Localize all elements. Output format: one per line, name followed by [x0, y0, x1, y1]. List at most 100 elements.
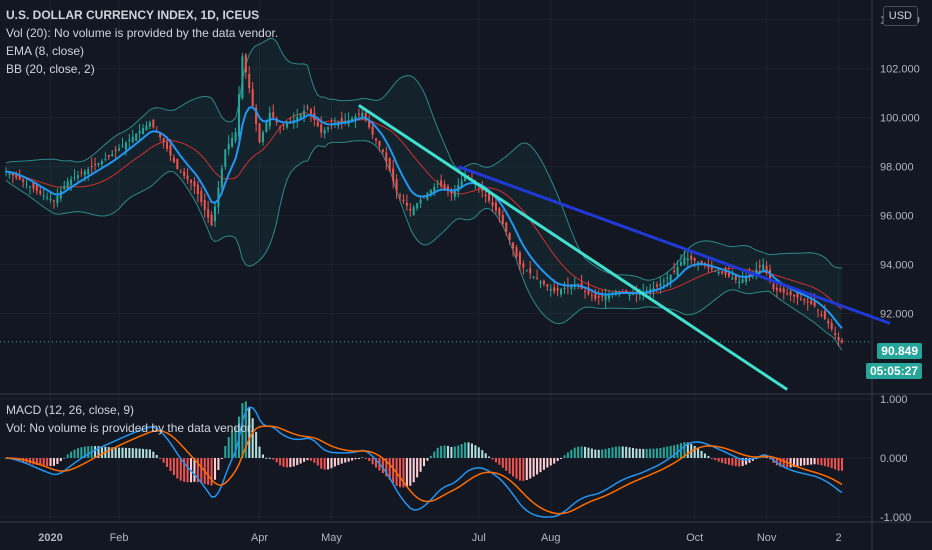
candle-body	[775, 287, 778, 291]
macd-histogram-bar	[484, 453, 487, 458]
macd-histogram-bar	[721, 458, 724, 463]
candle-body	[460, 180, 463, 188]
macd-histogram-bar	[765, 456, 768, 458]
macd-histogram-bar	[755, 458, 758, 459]
candle-body	[625, 290, 628, 293]
candle-body	[207, 209, 210, 218]
candle-body	[662, 280, 665, 282]
candle-body	[15, 174, 18, 178]
macd-histogram-bar	[330, 458, 333, 469]
candle-body	[292, 120, 295, 122]
candle-body	[186, 175, 189, 180]
macd-histogram-bar	[707, 455, 710, 458]
macd-histogram-bar	[590, 448, 593, 458]
candle-body	[755, 269, 758, 274]
candle-body	[285, 123, 288, 128]
candle-body	[118, 148, 121, 151]
candle-body	[779, 288, 782, 292]
candle-body	[707, 266, 710, 268]
currency-button[interactable]: USD	[882, 6, 918, 26]
candle-body	[799, 298, 802, 300]
macd-histogram-bar	[731, 458, 734, 466]
macd-histogram-bar	[124, 447, 127, 458]
candle-body	[827, 320, 830, 324]
macd-histogram-bar	[436, 447, 439, 458]
macd-histogram-bar	[292, 458, 295, 467]
macd-histogram-bar	[621, 446, 624, 458]
macd-histogram-bar	[645, 448, 648, 458]
macd-histogram-bar	[39, 458, 42, 466]
macd-histogram-bar	[381, 458, 384, 474]
candle-body	[131, 136, 134, 142]
macd-histogram-bar	[631, 447, 635, 458]
candle-body	[97, 162, 100, 165]
macd-histogram-bar	[481, 450, 484, 458]
macd-histogram-bar	[244, 401, 247, 458]
macd-histogram-bar	[409, 458, 412, 486]
macd-histogram-bar	[135, 448, 138, 458]
y-tick-label: 100.000	[880, 113, 920, 125]
macd-histogram-bar	[727, 458, 730, 465]
macd-histogram-bar	[186, 458, 189, 483]
signal-line	[5, 425, 843, 515]
macd-histogram-bar	[700, 450, 703, 458]
macd-histogram-bar	[601, 449, 604, 458]
candle-body	[66, 181, 69, 189]
candle-body	[512, 242, 515, 249]
candle-body	[714, 270, 717, 272]
macd-histogram-bar	[584, 446, 587, 458]
candle-body	[381, 149, 384, 152]
candle-body	[563, 287, 566, 290]
candle-body	[412, 207, 415, 215]
macd-histogram-bar	[769, 458, 772, 460]
candle-body	[505, 222, 508, 232]
candle-body	[515, 247, 518, 257]
candle-body	[525, 270, 528, 272]
candle-body	[731, 278, 734, 280]
bb-upper-band	[5, 37, 843, 281]
candle-body	[104, 158, 107, 160]
macd-histogram-bar	[474, 445, 477, 458]
macd-histogram-bar	[327, 458, 330, 470]
candle-body	[244, 54, 247, 73]
macd-histogram-bar	[49, 458, 52, 466]
candle-body	[683, 257, 686, 265]
candle-body	[56, 196, 59, 204]
macd-histogram-bar	[703, 453, 706, 458]
macd-histogram-bar	[118, 447, 121, 458]
trendline-cyan	[358, 104, 789, 391]
candle-body	[169, 145, 172, 156]
macd-histogram-bar	[529, 458, 532, 479]
macd-histogram-bar	[741, 458, 744, 466]
x-tick-label: Feb	[110, 532, 129, 544]
candle-body	[772, 283, 775, 290]
macd-histogram-bar	[799, 458, 802, 466]
bb-basis-line	[5, 112, 843, 310]
candle-body	[816, 309, 820, 311]
macd-histogram-bar	[775, 458, 778, 466]
candle-body	[584, 290, 587, 292]
macd-histogram-bar	[255, 431, 258, 458]
macd-histogram-bar	[392, 458, 395, 483]
candle-body	[52, 200, 55, 202]
macd-histogram-bar	[100, 446, 103, 458]
candle-body	[587, 287, 590, 294]
y-tick-label: 96.000	[880, 211, 914, 223]
candle-body	[166, 142, 169, 149]
candle-body	[590, 295, 593, 297]
x-tick-label: May	[321, 532, 342, 544]
candle-body	[673, 270, 676, 272]
macd-histogram-bar	[131, 448, 134, 458]
bb-lower-band	[5, 140, 843, 351]
candle-body	[690, 255, 693, 260]
candle-body	[721, 271, 724, 274]
candle-body	[405, 202, 408, 206]
candle-body	[539, 281, 542, 284]
candle-body	[306, 106, 309, 108]
macd-histogram-bar	[655, 448, 659, 458]
macd-histogram-bar	[70, 451, 73, 458]
candle-body	[710, 267, 713, 270]
macd-histogram-bar	[83, 446, 86, 458]
candle-body	[697, 262, 700, 264]
